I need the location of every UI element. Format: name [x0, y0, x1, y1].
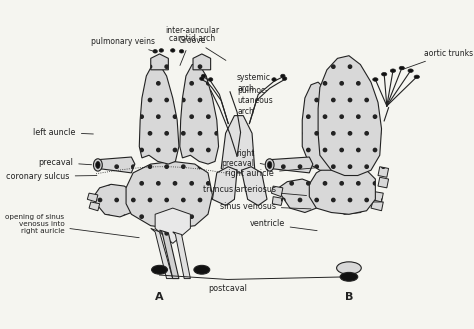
Ellipse shape — [194, 266, 210, 274]
Polygon shape — [272, 197, 283, 206]
Ellipse shape — [408, 69, 413, 72]
Polygon shape — [221, 115, 255, 173]
Text: inter-auncular
Groove: inter-auncular Groove — [165, 26, 219, 65]
Text: pulmonary veins: pulmonary veins — [91, 37, 157, 52]
Polygon shape — [151, 228, 173, 279]
Ellipse shape — [267, 162, 272, 168]
Text: aortic trunks: aortic trunks — [402, 49, 473, 70]
Ellipse shape — [414, 75, 419, 79]
Ellipse shape — [209, 78, 213, 81]
Polygon shape — [302, 82, 337, 170]
Polygon shape — [318, 56, 382, 175]
Polygon shape — [151, 54, 168, 70]
Polygon shape — [139, 64, 179, 164]
Polygon shape — [180, 64, 219, 164]
Ellipse shape — [382, 72, 387, 76]
Polygon shape — [310, 164, 375, 214]
Text: precaval: precaval — [38, 158, 91, 167]
Text: right
precaval: right precaval — [222, 149, 264, 168]
Ellipse shape — [93, 159, 102, 171]
Polygon shape — [155, 208, 191, 243]
Polygon shape — [173, 232, 191, 279]
Text: opening of sinus
venosus into
right auricle: opening of sinus venosus into right auri… — [5, 214, 139, 238]
Polygon shape — [278, 179, 320, 213]
Text: truncus arteriosus: truncus arteriosus — [203, 185, 307, 195]
Polygon shape — [371, 202, 383, 211]
Ellipse shape — [179, 50, 184, 53]
Ellipse shape — [96, 162, 100, 168]
Ellipse shape — [152, 266, 167, 274]
Ellipse shape — [265, 159, 274, 171]
Text: left auncle: left auncle — [34, 128, 93, 137]
Text: sinus venosus: sinus venosus — [220, 202, 311, 211]
Ellipse shape — [373, 78, 378, 81]
Text: A: A — [155, 292, 164, 302]
Text: systemic
arch: systemic arch — [237, 73, 271, 93]
Polygon shape — [378, 177, 389, 188]
Text: carotid arch: carotid arch — [169, 35, 226, 61]
Ellipse shape — [399, 66, 404, 70]
Ellipse shape — [272, 78, 276, 81]
Text: ventricle: ventricle — [249, 219, 317, 231]
Polygon shape — [378, 167, 389, 177]
Polygon shape — [193, 54, 210, 70]
Polygon shape — [93, 157, 135, 173]
Polygon shape — [89, 202, 100, 211]
Text: right auricle: right auricle — [225, 168, 315, 178]
Polygon shape — [126, 162, 212, 228]
Ellipse shape — [337, 262, 361, 274]
Ellipse shape — [153, 50, 157, 53]
Polygon shape — [272, 186, 283, 197]
Polygon shape — [265, 157, 313, 173]
Ellipse shape — [171, 49, 175, 52]
Text: B: B — [345, 292, 353, 302]
Ellipse shape — [281, 74, 285, 78]
Ellipse shape — [159, 49, 164, 52]
Ellipse shape — [200, 77, 204, 80]
Polygon shape — [371, 191, 383, 202]
Ellipse shape — [340, 272, 358, 281]
Text: postcaval: postcaval — [208, 284, 247, 293]
Polygon shape — [87, 193, 98, 202]
Ellipse shape — [283, 77, 287, 80]
Polygon shape — [325, 177, 371, 214]
Polygon shape — [241, 167, 267, 206]
Ellipse shape — [201, 74, 206, 78]
Polygon shape — [93, 184, 137, 217]
Text: pulmoc-
utaneous
arch: pulmoc- utaneous arch — [237, 86, 273, 115]
Polygon shape — [160, 230, 179, 279]
Text: coronary sulcus: coronary sulcus — [6, 172, 97, 181]
Polygon shape — [212, 167, 237, 206]
Ellipse shape — [390, 69, 396, 72]
